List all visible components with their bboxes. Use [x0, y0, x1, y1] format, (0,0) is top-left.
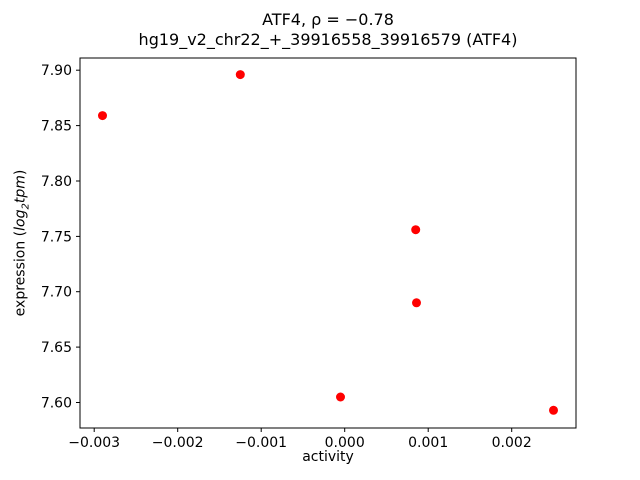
x-tick-label: −0.002 [152, 435, 204, 451]
y-tick-label: 7.65 [41, 340, 72, 356]
scatter-point [549, 405, 558, 415]
y-tick-label: 7.70 [41, 285, 72, 301]
y-tick-label: 7.80 [41, 174, 72, 190]
scatter-point [235, 70, 245, 80]
x-axis-label: activity [302, 449, 354, 465]
x-tick-label: −0.003 [68, 435, 120, 451]
x-tick-label: 0.001 [408, 435, 448, 451]
axes-frame [79, 57, 577, 429]
chart-title-line2: hg19_v2_chr22_+_39916558_39916579 (ATF4) [138, 30, 518, 49]
scatter-point [411, 225, 421, 235]
x-tick-label: 0.002 [492, 435, 532, 451]
chart-title: ATF4, ρ = −0.78 hg19_v2_chr22_+_39916558… [80, 10, 576, 50]
scatter-point [336, 392, 345, 402]
y-tick-label: 7.60 [41, 396, 72, 412]
x-tick-label: −0.001 [235, 435, 287, 451]
chart-title-line1: ATF4, ρ = −0.78 [262, 10, 394, 29]
scatter-point [412, 298, 421, 308]
y-tick-label: 7.75 [41, 229, 72, 245]
y-tick-label: 7.85 [41, 119, 72, 135]
scatter-point [98, 111, 107, 121]
y-tick-label: 7.90 [41, 63, 72, 79]
x-tick-label: 0.000 [325, 435, 365, 451]
